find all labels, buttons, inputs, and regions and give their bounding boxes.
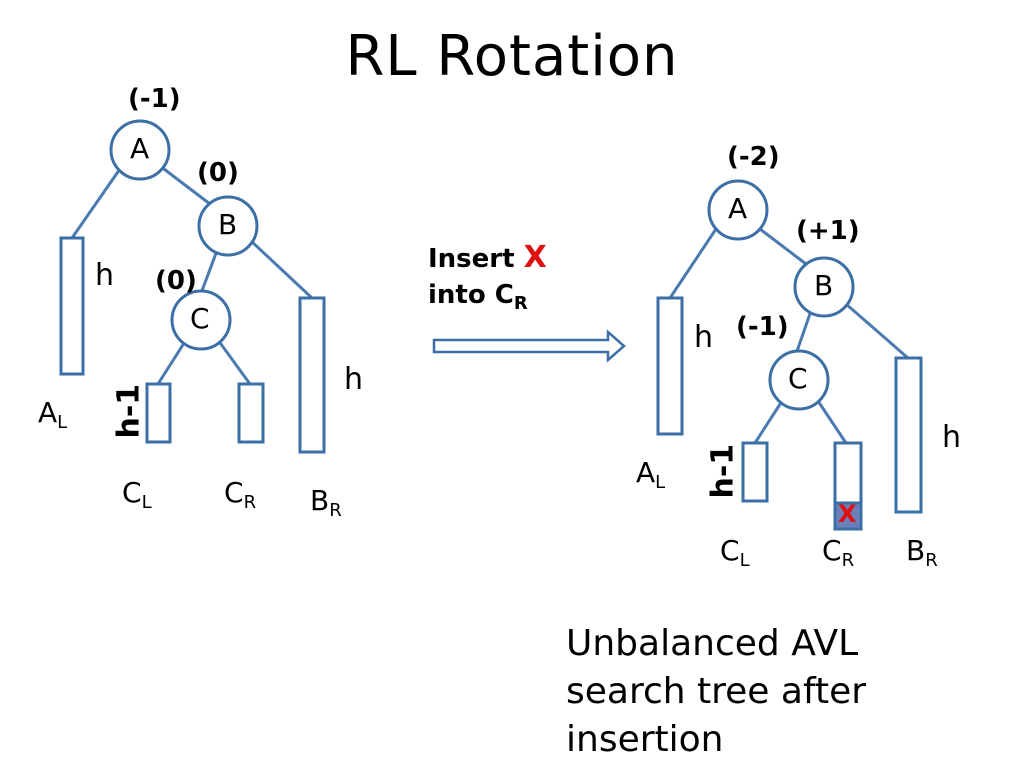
caption-line-2: search tree after <box>566 671 867 712</box>
height-c-after: h-1 <box>705 443 741 499</box>
height-c-before: h-1 <box>111 383 147 439</box>
edge-a-b-after <box>755 224 807 266</box>
node-a-after <box>707 179 769 241</box>
node-b-before <box>197 195 259 257</box>
caption-line-3: insertion <box>566 719 724 760</box>
balance-b-before: (0) <box>197 158 239 188</box>
inserted-node-block <box>833 501 863 531</box>
edge-c-cr-after <box>814 397 848 444</box>
edge-a-al-after <box>668 225 720 299</box>
label-cr-after: CR <box>822 534 855 571</box>
node-c-before-label: C <box>190 302 210 335</box>
balance-c-after: (-1) <box>736 312 789 342</box>
node-b-before-label: B <box>218 208 238 241</box>
balance-a-after: (-2) <box>727 142 780 172</box>
edge-c-cr-before <box>216 339 252 385</box>
subtree-al-after <box>656 296 684 436</box>
subtree-br-before <box>298 296 326 454</box>
subtree-cr-before <box>237 382 265 444</box>
slide-title: RL Rotation <box>345 24 679 89</box>
label-al-before: AL <box>38 396 68 433</box>
node-b-after-label: B <box>814 269 834 302</box>
label-br-before: BR <box>310 484 342 521</box>
edge-c-cl-before <box>156 339 188 385</box>
node-b-after <box>793 256 855 318</box>
node-a-after-label: A <box>728 192 748 225</box>
height-br-after: h <box>942 420 962 455</box>
balance-c-before: (0) <box>155 266 197 296</box>
height-al-before: h <box>95 258 115 293</box>
label-cl-after: CL <box>720 534 750 571</box>
height-al-after: h <box>694 320 714 355</box>
caption: Unbalanced AVL search tree after inserti… <box>566 620 866 764</box>
insert-instruction: Insert X into CR <box>428 240 547 314</box>
height-br-before: h <box>344 362 364 397</box>
edge-b-c-before <box>198 247 220 297</box>
label-cl-before: CL <box>122 476 152 513</box>
inserted-x-mark: X <box>838 500 857 528</box>
edge-a-al-before <box>70 165 124 239</box>
node-a-before-label: A <box>130 132 150 165</box>
rotation-arrow <box>432 329 626 363</box>
node-c-before <box>170 289 232 351</box>
edge-b-c-after <box>794 307 814 355</box>
caption-line-1: Unbalanced AVL <box>566 623 859 664</box>
balance-b-after: (+1) <box>796 216 860 246</box>
edge-a-b-before <box>159 164 211 206</box>
edge-b-br-after <box>845 302 909 360</box>
subtree-br-after <box>894 356 923 514</box>
balance-a-before: (-1) <box>128 84 181 114</box>
node-a-before <box>109 119 171 181</box>
subtree-al-before <box>59 236 85 376</box>
node-c-after <box>768 349 830 411</box>
subtree-cl-before <box>145 382 172 444</box>
label-al-after: AL <box>636 456 666 493</box>
subtree-cl-after <box>741 441 769 503</box>
label-cr-before: CR <box>224 476 257 513</box>
edge-b-br-before <box>248 238 314 300</box>
node-c-after-label: C <box>788 362 808 395</box>
insert-x-mark: X <box>523 240 547 275</box>
edge-c-cl-after <box>753 397 786 444</box>
label-br-after: BR <box>906 534 938 571</box>
